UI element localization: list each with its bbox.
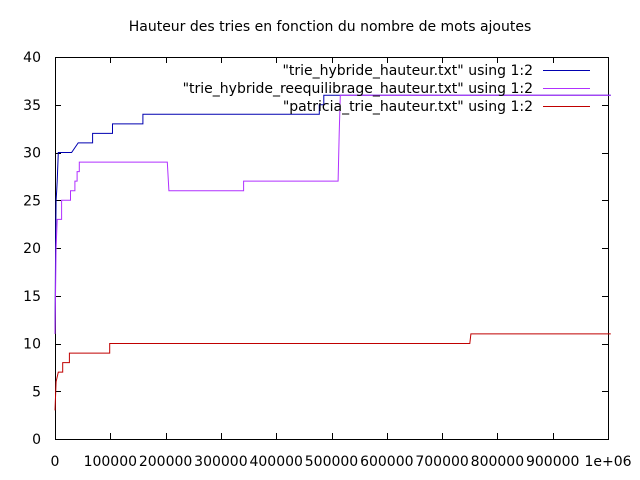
legend-label-1: "trie_hybride_hauteur.txt" using 1:2 xyxy=(282,63,533,79)
chart-title: Hauteur des tries en fonction du nombre … xyxy=(129,19,532,35)
y-tick-label: 40 xyxy=(23,50,41,66)
x-tick-label: 600000 xyxy=(360,454,413,470)
x-axis: 0 100000 200000 300000 400000 500000 600000 700… xyxy=(51,57,632,470)
x-tick-label: 700000 xyxy=(415,454,468,470)
x-tick-label: 300000 xyxy=(194,454,247,470)
y-tick-label: 5 xyxy=(32,384,41,400)
series-line-2 xyxy=(54,94,611,334)
y-tick-label: 15 xyxy=(23,289,41,305)
legend-label-3: "patricia_trie_hauteur.txt" using 1:2 xyxy=(283,99,533,115)
legend: "trie_hybride_hauteur.txt" using 1:2 "tri… xyxy=(183,63,590,115)
x-tick-label: 800000 xyxy=(471,454,524,470)
y-axis: 0 5 10 15 20 25 30 35 40 xyxy=(23,50,608,448)
x-tick-label: 900000 xyxy=(526,454,579,470)
legend-label-2: "trie_hybride_reequilibrage_hauteur.txt"… xyxy=(183,81,533,97)
y-tick-label: 20 xyxy=(23,241,41,257)
y-tick-label: 35 xyxy=(23,98,41,114)
y-tick-label: 0 xyxy=(32,432,41,448)
y-tick-label: 10 xyxy=(23,337,41,353)
x-tick-label: 200000 xyxy=(139,454,192,470)
series-line-3 xyxy=(54,333,611,411)
x-tick-label: 1e+06 xyxy=(584,454,631,470)
x-tick-label: 100000 xyxy=(84,454,137,470)
series-line-1 xyxy=(54,94,611,334)
y-tick-label: 30 xyxy=(23,146,41,162)
y-tick-label: 25 xyxy=(23,193,41,209)
series-layer xyxy=(54,94,611,411)
x-tick-label: 400000 xyxy=(249,454,302,470)
x-tick-label: 500000 xyxy=(305,454,358,470)
x-tick-label: 0 xyxy=(51,454,60,470)
